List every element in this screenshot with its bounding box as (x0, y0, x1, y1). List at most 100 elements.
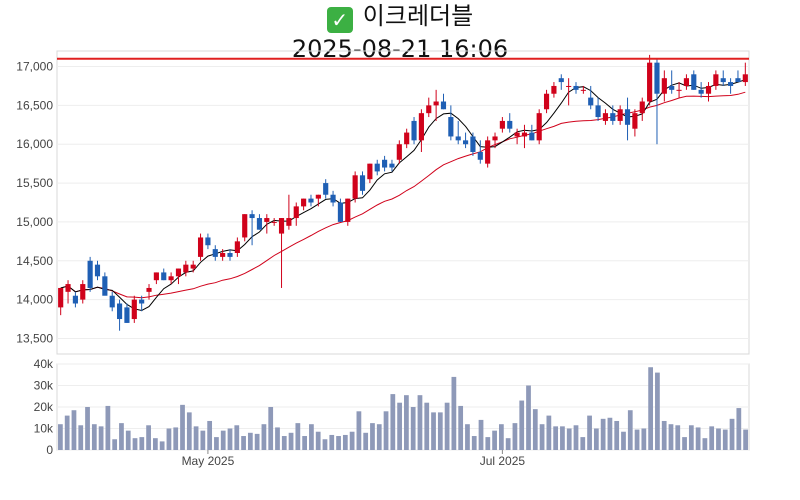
candle-body (580, 89, 586, 91)
volume-bar (58, 424, 63, 450)
candle-body (448, 117, 454, 137)
candle-body (588, 97, 594, 106)
volume-bar (281, 436, 287, 450)
volume-bar (119, 423, 124, 450)
candle-body (58, 287, 64, 308)
candle-body (566, 85, 572, 87)
price-axis: 13,500 14,000 14,500 15,000 15,500 16,000 16,5… (16, 60, 749, 345)
candle-body (382, 159, 388, 168)
candle-body (647, 62, 653, 102)
candle-body (507, 120, 513, 129)
volume-bar (336, 436, 341, 450)
candle-body (359, 175, 366, 191)
volume-tick-label: 40k (34, 357, 54, 371)
volume-bar (566, 428, 572, 450)
candle-body (485, 140, 491, 164)
candle-body (691, 74, 697, 90)
candle-body (389, 163, 395, 168)
volume-bar (573, 425, 579, 450)
volume-bar (376, 424, 382, 450)
candle-body (396, 144, 402, 160)
volume-bar (404, 395, 409, 450)
volume-bar (743, 429, 748, 450)
candle-body (352, 175, 358, 199)
volume-bar (444, 402, 450, 450)
volume-bar (437, 412, 443, 450)
volume-bar (186, 412, 192, 450)
volume-bar (505, 438, 511, 450)
volume-bar (98, 426, 104, 450)
candle-body (440, 101, 447, 110)
volume-bar (593, 428, 599, 450)
price-tick-label: 15,500 (16, 176, 53, 190)
candle-body (404, 132, 410, 145)
candle-body (264, 218, 270, 222)
volume-bar (661, 420, 667, 450)
volume-bar (112, 439, 118, 450)
candle-body (742, 74, 748, 83)
check-mark-icon: ✓ (326, 7, 353, 33)
volume-bar (349, 431, 355, 450)
candle-body (492, 136, 498, 141)
moving-average-long (60, 91, 746, 299)
volume-bar (641, 428, 647, 450)
candle-body (639, 101, 645, 114)
candle-body (418, 113, 424, 141)
candle-body (153, 272, 159, 281)
volume-bar (621, 431, 626, 450)
candle-body (197, 237, 204, 257)
volume-bar (159, 441, 165, 450)
volume-bar (234, 425, 240, 450)
volume-bar (614, 420, 620, 450)
candle-body (301, 198, 307, 207)
price-tick-label: 16,500 (16, 98, 53, 112)
moving-average-short (60, 79, 746, 312)
volume-bar (451, 376, 457, 450)
volume-bar (125, 430, 131, 450)
volume-bar (627, 410, 633, 450)
volume-bar (261, 424, 267, 450)
volume-bar (132, 438, 138, 450)
candle-body (293, 206, 299, 219)
volume-bar (200, 430, 206, 450)
candle-body (278, 218, 285, 234)
volume-bar (729, 418, 735, 450)
volume-bar (431, 412, 436, 450)
volume-bar (207, 420, 213, 450)
candle-body (168, 276, 174, 281)
candle-body (558, 78, 564, 83)
candle-body (175, 268, 182, 277)
candle-body (345, 198, 351, 222)
volume-bar (363, 432, 369, 450)
candle-body (499, 120, 505, 129)
price-tick-label: 17,000 (16, 60, 53, 74)
volume-bar (268, 407, 274, 450)
candle-body (323, 183, 329, 195)
volume-bar (587, 415, 592, 450)
ma-long-line (60, 91, 746, 299)
date-tick-label: May 2025 (182, 454, 235, 468)
candle-body (65, 284, 71, 292)
candle-body (536, 113, 542, 141)
volume-bar (214, 437, 219, 450)
candle-body (330, 194, 336, 203)
volume-bar (288, 432, 294, 450)
candle-body (374, 163, 380, 172)
volume-bar (227, 428, 233, 450)
candle-body (624, 109, 631, 125)
candle-body (131, 299, 137, 320)
candle-body (190, 264, 196, 269)
candle-body (529, 132, 535, 141)
volume-bar (471, 436, 477, 450)
volume-bar (173, 427, 179, 450)
candle-body (462, 140, 469, 145)
volume-bar (64, 415, 70, 450)
volume-bar (532, 409, 538, 450)
volume-bar (146, 425, 151, 450)
volume-bar (309, 424, 314, 450)
ma-short-line (60, 79, 746, 312)
candle-body (477, 152, 483, 160)
volume-bar (519, 400, 525, 450)
candle-body (212, 249, 218, 257)
volume-bar (498, 424, 504, 450)
